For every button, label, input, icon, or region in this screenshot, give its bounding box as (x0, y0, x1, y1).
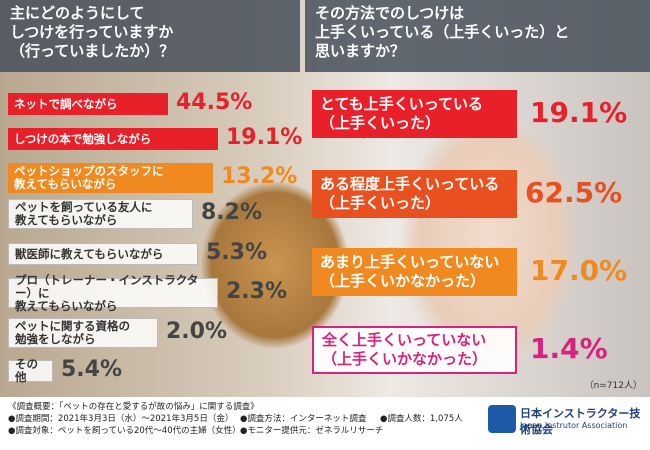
footer-line: ●調査対象：ペットを飼っている20代～40代の主婦（女性） (8, 426, 241, 436)
left-value: 19.1% (226, 125, 303, 150)
left-label: ペットショップのスタッフに 教えてもらいながら (8, 163, 213, 193)
right-title: その方法でのしつけは 上手くいっている（上手くいった）と 思いますか？ (305, 0, 650, 72)
right-label: 全く上手くいっていない （上手くいかなかった） (312, 326, 517, 374)
logo-mark (488, 405, 516, 433)
left-value: 2.3% (226, 279, 288, 304)
left-value: 5.4% (61, 357, 123, 382)
left-label: 獣医師に教えてもらいながら (8, 243, 198, 265)
footer-line: ●モニター提供元：ゼネラルリサーチ (240, 426, 384, 436)
right-label: ある程度上手くいっている （上手くいった） (312, 170, 517, 218)
footer-line: ●調査人数：1,075人 (380, 414, 463, 424)
right-value: 62.5% (525, 176, 623, 209)
right-label: あまり上手くいっていない （上手くいかなかった） (312, 248, 517, 296)
left-label: プロ（トレーナー・インストラクター）に 教えてもらいながら (8, 273, 218, 312)
right-label: とても上手くいっている （上手くいった） (312, 90, 517, 138)
left-value: 2.0% (166, 319, 228, 344)
left-label: その他 (8, 358, 53, 384)
left-value: 13.2% (221, 164, 298, 189)
left-label: ペットに関する資格の 勉強をしながら (8, 318, 158, 348)
right-value: 19.1% (530, 96, 628, 129)
footer-heading: 《調査概要：「ペットの存在と愛するが故の悩み」に関する調査》 (8, 402, 259, 412)
left-label: ネットで調べながら (8, 93, 168, 115)
left-value: 44.5% (176, 90, 253, 115)
left-title: 主にどのようにして しつけを行っていますか （行っていましたか）？ (0, 0, 300, 72)
right-value: 1.4% (530, 332, 608, 365)
left-label: しつけの本で勉強しながら (8, 128, 218, 150)
logo-english: Japan Instrutor Association (520, 421, 628, 430)
footer-line: ●調査期間：2021年3月3日（水）～2021年3月5日（金） (8, 414, 234, 424)
logo-name: 日本インストラクター技術協会 (520, 407, 641, 436)
right-value: 17.0% (530, 254, 628, 287)
left-label: ペットを飼っている友人に 教えてもらいながら (8, 199, 193, 229)
left-value: 5.3% (206, 240, 268, 265)
sample-note: （n=712人） (584, 381, 642, 391)
left-value: 8.2% (201, 200, 263, 225)
footer-bg (0, 397, 650, 450)
footer-line: ●調査方法：インターネット調査 (240, 414, 367, 424)
